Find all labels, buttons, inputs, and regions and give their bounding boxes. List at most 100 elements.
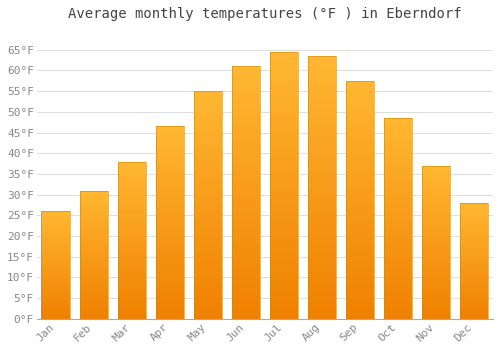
Bar bbox=[422, 222, 450, 224]
Bar bbox=[308, 235, 336, 237]
Bar bbox=[42, 235, 70, 236]
Bar bbox=[80, 246, 108, 247]
Bar bbox=[308, 253, 336, 256]
Bar bbox=[194, 292, 222, 294]
Bar bbox=[42, 314, 70, 315]
Bar bbox=[80, 194, 108, 196]
Bar bbox=[232, 233, 260, 236]
Bar bbox=[384, 301, 412, 303]
Bar bbox=[270, 300, 298, 303]
Bar bbox=[42, 253, 70, 254]
Bar bbox=[42, 274, 70, 275]
Bar bbox=[460, 275, 488, 276]
Bar bbox=[232, 190, 260, 192]
Bar bbox=[270, 175, 298, 177]
Bar bbox=[156, 155, 184, 157]
Bar bbox=[270, 68, 298, 70]
Bar bbox=[42, 251, 70, 252]
Bar bbox=[42, 302, 70, 303]
Bar bbox=[384, 164, 412, 166]
Bar bbox=[156, 306, 184, 307]
Bar bbox=[384, 170, 412, 172]
Bar bbox=[422, 265, 450, 267]
Bar bbox=[194, 169, 222, 171]
Bar bbox=[232, 152, 260, 155]
Bar bbox=[308, 150, 336, 153]
Bar bbox=[460, 219, 488, 220]
Bar bbox=[422, 183, 450, 184]
Bar bbox=[460, 269, 488, 270]
Bar bbox=[80, 265, 108, 266]
Bar bbox=[384, 289, 412, 291]
Bar bbox=[460, 263, 488, 264]
Bar bbox=[384, 193, 412, 194]
Bar bbox=[118, 239, 146, 240]
Bar bbox=[384, 273, 412, 275]
Bar bbox=[118, 258, 146, 259]
Bar bbox=[422, 276, 450, 278]
Bar bbox=[422, 225, 450, 227]
Bar bbox=[194, 248, 222, 251]
Bar bbox=[422, 278, 450, 279]
Bar bbox=[194, 182, 222, 184]
Bar bbox=[346, 90, 374, 93]
Bar bbox=[156, 126, 184, 319]
Bar bbox=[270, 271, 298, 273]
Bar bbox=[270, 193, 298, 196]
Bar bbox=[118, 242, 146, 243]
Bar bbox=[270, 169, 298, 172]
Bar bbox=[346, 117, 374, 119]
Bar bbox=[232, 225, 260, 228]
Bar bbox=[384, 281, 412, 283]
Bar bbox=[80, 293, 108, 294]
Bar bbox=[384, 283, 412, 285]
Bar bbox=[422, 254, 450, 256]
Bar bbox=[422, 233, 450, 235]
Bar bbox=[384, 311, 412, 313]
Bar bbox=[346, 178, 374, 181]
Bar bbox=[422, 209, 450, 210]
Bar bbox=[156, 144, 184, 146]
Bar bbox=[194, 114, 222, 116]
Bar bbox=[194, 225, 222, 228]
Bar bbox=[194, 180, 222, 182]
Bar bbox=[156, 209, 184, 211]
Bar bbox=[346, 286, 374, 288]
Bar bbox=[232, 180, 260, 182]
Bar bbox=[384, 261, 412, 262]
Bar bbox=[422, 268, 450, 270]
Bar bbox=[270, 81, 298, 84]
Bar bbox=[346, 164, 374, 167]
Bar bbox=[232, 243, 260, 246]
Bar bbox=[346, 247, 374, 250]
Bar bbox=[384, 168, 412, 170]
Bar bbox=[232, 316, 260, 319]
Bar bbox=[460, 268, 488, 269]
Bar bbox=[346, 209, 374, 212]
Bar bbox=[80, 261, 108, 262]
Bar bbox=[346, 309, 374, 312]
Bar bbox=[118, 317, 146, 319]
Bar bbox=[460, 311, 488, 312]
Bar bbox=[80, 198, 108, 200]
Bar bbox=[422, 259, 450, 261]
Bar bbox=[422, 178, 450, 180]
Bar bbox=[308, 216, 336, 219]
Bar bbox=[118, 254, 146, 256]
Bar bbox=[42, 214, 70, 215]
Bar bbox=[460, 285, 488, 286]
Bar bbox=[270, 241, 298, 244]
Bar bbox=[118, 193, 146, 195]
Bar bbox=[308, 61, 336, 64]
Bar bbox=[194, 262, 222, 264]
Bar bbox=[156, 176, 184, 178]
Bar bbox=[384, 126, 412, 128]
Bar bbox=[346, 183, 374, 186]
Bar bbox=[118, 232, 146, 234]
Bar bbox=[346, 316, 374, 319]
Bar bbox=[42, 312, 70, 313]
Bar bbox=[80, 313, 108, 314]
Bar bbox=[384, 130, 412, 132]
Bar bbox=[384, 166, 412, 168]
Bar bbox=[308, 119, 336, 122]
